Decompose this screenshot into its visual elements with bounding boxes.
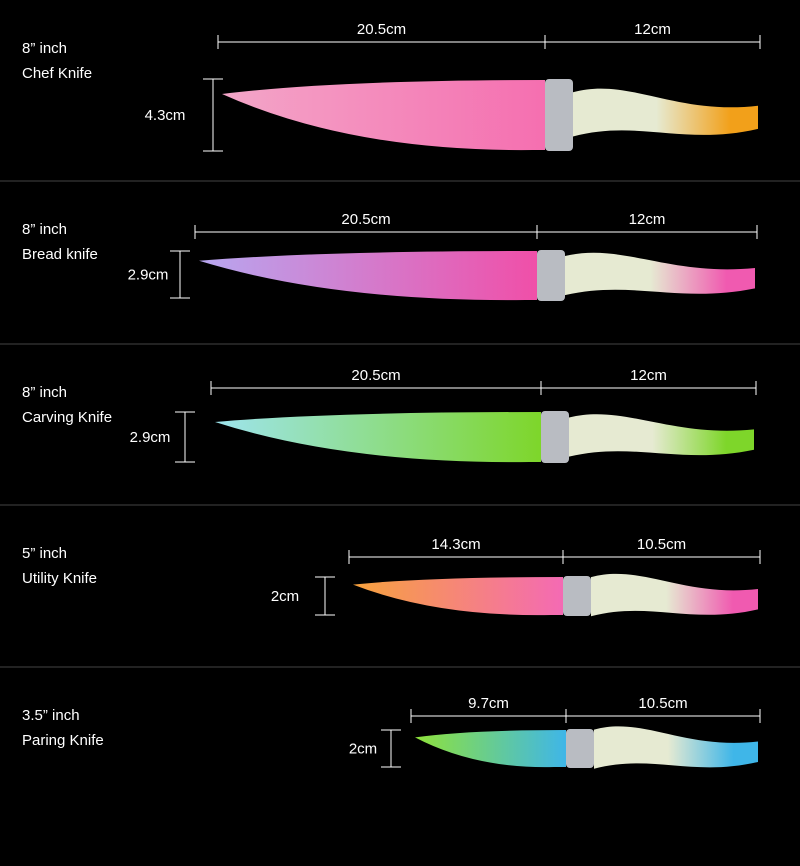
knife-size: 3.5” inch <box>22 707 80 724</box>
bolster <box>545 79 573 151</box>
blade <box>353 577 563 616</box>
knife-name: Carving Knife <box>22 409 112 426</box>
handle <box>573 88 758 137</box>
blade-length: 14.3cm <box>431 536 480 553</box>
bolster <box>537 250 565 301</box>
knife-name: Paring Knife <box>22 732 104 749</box>
blade-length: 20.5cm <box>351 367 400 384</box>
blade-width: 2cm <box>349 740 377 757</box>
knife-size: 5” inch <box>22 545 67 562</box>
knife-name: Chef Knife <box>22 65 92 82</box>
handle <box>565 252 755 296</box>
handle <box>569 414 754 457</box>
knife-size: 8” inch <box>22 221 67 238</box>
blade-length: 20.5cm <box>341 211 390 228</box>
handle <box>591 573 758 617</box>
handle-length: 12cm <box>629 211 666 228</box>
handle-length: 10.5cm <box>638 695 687 712</box>
bolster <box>566 729 594 768</box>
handle-length: 12cm <box>634 21 671 38</box>
knife-name: Utility Knife <box>22 570 97 587</box>
bolster <box>563 576 591 616</box>
handle-length: 12cm <box>630 367 667 384</box>
handle-length: 10.5cm <box>637 536 686 553</box>
handle <box>594 726 758 769</box>
blade <box>199 251 537 301</box>
blade <box>215 412 541 463</box>
blade <box>222 80 545 151</box>
knife-size: 8” inch <box>22 384 67 401</box>
bolster <box>541 411 569 463</box>
blade-width: 2cm <box>271 588 299 605</box>
blade-width: 4.3cm <box>145 107 186 124</box>
blade <box>415 730 566 768</box>
blade-length: 20.5cm <box>357 21 406 38</box>
blade-length: 9.7cm <box>468 695 509 712</box>
knife-name: Bread knife <box>22 246 98 263</box>
blade-width: 2.9cm <box>128 266 169 283</box>
knife-size: 8” inch <box>22 40 67 57</box>
blade-width: 2.9cm <box>130 429 171 446</box>
